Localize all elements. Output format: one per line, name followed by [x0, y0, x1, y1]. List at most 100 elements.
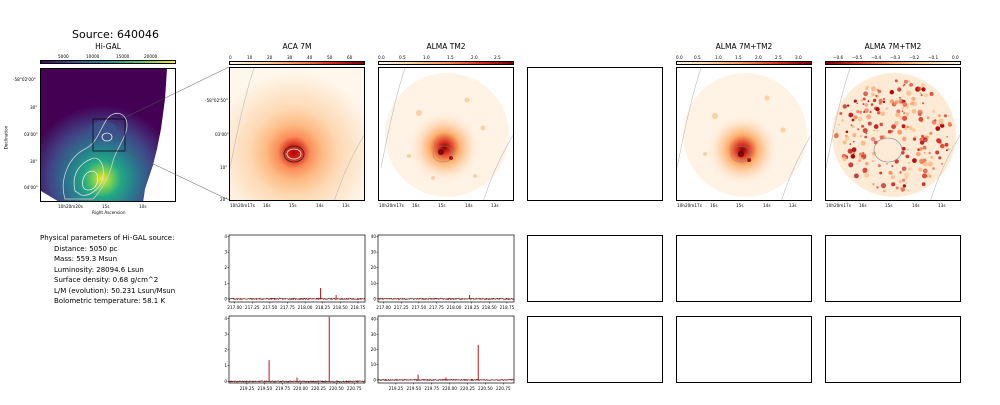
- residual-speckle: [877, 111, 881, 115]
- residual-speckle: [871, 160, 874, 162]
- residual-speckle: [918, 116, 924, 122]
- residual-speckle: [850, 154, 856, 159]
- alma7mtm2-cbar-tick: 2.0: [755, 55, 762, 60]
- y-tick-label: 30: [371, 332, 376, 337]
- almatm2-cbar-tick: 2.5: [494, 55, 501, 60]
- residual-speckle: [890, 175, 895, 180]
- x-tick-label: 218.25: [464, 305, 479, 310]
- residual-speckle: [896, 109, 901, 114]
- x-tick-label: 217.75: [429, 305, 444, 310]
- residual-speckle: [940, 123, 945, 128]
- residual-speckle: [917, 86, 922, 91]
- residual-speckle: [856, 162, 859, 165]
- almatm2-x-tick: 16s: [412, 203, 420, 208]
- spectrum-aca-spw2: 0 1 2 3 4 219.25 219.50 219.75 220.00 220.25 220.5…: [224, 315, 366, 391]
- residual-speckle: [944, 142, 949, 147]
- alma7mtm2-res-cbar-tick: 0.0: [952, 55, 959, 60]
- alma7mtm2-x-tick: 15s: [736, 203, 744, 208]
- residual-speckle: [901, 146, 906, 151]
- x-tick-label: 220.75: [347, 386, 362, 391]
- aca7m-cbar-tick: 50: [327, 55, 333, 60]
- residual-speckle: [922, 173, 927, 179]
- physical-parameters: Physical parameters of Hi-GAL source: Di…: [40, 233, 175, 307]
- residual-speckle: [891, 124, 896, 130]
- residual-speckle: [938, 156, 942, 160]
- residual-speckle: [918, 167, 923, 172]
- residual-speckle: [865, 132, 868, 135]
- residual-speckle: [903, 112, 906, 115]
- alma7mtm2-x-tick: 13s: [789, 203, 797, 208]
- residual-speckle: [860, 135, 862, 137]
- residual-speckle: [875, 94, 878, 98]
- y-tick-label: 3: [224, 250, 227, 255]
- x-tick-label: 219.25: [240, 386, 255, 391]
- residual-speckle: [919, 147, 923, 151]
- residual-speckle: [934, 119, 937, 122]
- alma7mtm2-res-cbar-tick: −0.5: [852, 55, 863, 60]
- higal-title: Hi-GAL: [95, 42, 121, 51]
- residual-speckle: [928, 151, 931, 155]
- residual-speckle: [898, 180, 902, 184]
- residual-speckle: [891, 165, 894, 168]
- residual-speckle: [919, 158, 924, 164]
- y-tick-label: 2: [224, 347, 227, 352]
- residual-speckle: [905, 154, 909, 159]
- residual-speckle: [900, 187, 902, 189]
- residual-speckle: [847, 148, 853, 154]
- residual-speckle: [859, 110, 862, 114]
- residual-speckle: [851, 125, 855, 128]
- residual-speckle: [839, 112, 843, 115]
- residual-speckle: [906, 125, 910, 129]
- aca7m-image: [229, 67, 365, 201]
- residual-speckle: [872, 183, 875, 186]
- x-tick-label: 217.75: [280, 305, 295, 310]
- residual-speckle: [877, 89, 882, 94]
- y-tick-label: 0: [224, 296, 227, 301]
- aca7m-cbar-tick: 10: [247, 55, 253, 60]
- residual-speckle: [922, 145, 927, 150]
- residual-speckle: [852, 140, 855, 143]
- almatm2-cbar-tick: 1.0: [423, 55, 430, 60]
- residual-speckle: [860, 99, 863, 102]
- residual-speckle: [904, 176, 908, 180]
- residual-speckle: [922, 137, 928, 143]
- residual-speckle: [852, 133, 857, 138]
- source-title: Source: 640046: [72, 28, 159, 41]
- residual-speckle: [886, 162, 888, 165]
- alma7mtm2-title: ALMA 7M+TM2: [715, 42, 773, 51]
- higal-map-svg: [41, 69, 175, 201]
- residual-speckle: [859, 152, 863, 156]
- residual-speckle: [889, 99, 894, 104]
- higal-y-tick: 30": [30, 159, 38, 164]
- y-tick-label: 20: [371, 347, 376, 352]
- aca7m-colorbar: [229, 61, 365, 65]
- empty-spectrum-panel: [676, 235, 812, 302]
- residual-speckle: [899, 115, 904, 120]
- alma7mtm2-res-x-tick: 16s: [859, 203, 867, 208]
- y-tick-label: 0: [224, 379, 227, 384]
- residual-speckle: [875, 107, 880, 112]
- higal-colorbar: [40, 60, 176, 64]
- alma7mtm2-res-image: [825, 67, 961, 201]
- residual-speckle: [894, 79, 898, 83]
- residual-speckle: [866, 85, 869, 89]
- almatm2-x-tick: 13s: [491, 203, 499, 208]
- y-tick-label: 40: [371, 317, 376, 322]
- residual-speckle: [921, 87, 926, 92]
- residual-speckle: [842, 156, 847, 162]
- residual-speckle: [880, 183, 887, 189]
- residual-speckle: [919, 137, 923, 142]
- alma7mtm2-colorbar: [676, 61, 812, 65]
- residual-speckle: [893, 102, 897, 106]
- higal-y-tick: 04'00": [24, 185, 38, 190]
- residual-speckle: [857, 116, 863, 122]
- residual-speckle: [914, 135, 917, 138]
- x-tick-label: 217.25: [245, 305, 260, 310]
- y-tick-label: 4: [224, 234, 227, 239]
- x-tick-label: 218.00: [447, 305, 462, 310]
- residual-speckle: [927, 161, 933, 167]
- residual-speckle: [865, 161, 869, 166]
- x-tick-label: 219.75: [275, 386, 290, 391]
